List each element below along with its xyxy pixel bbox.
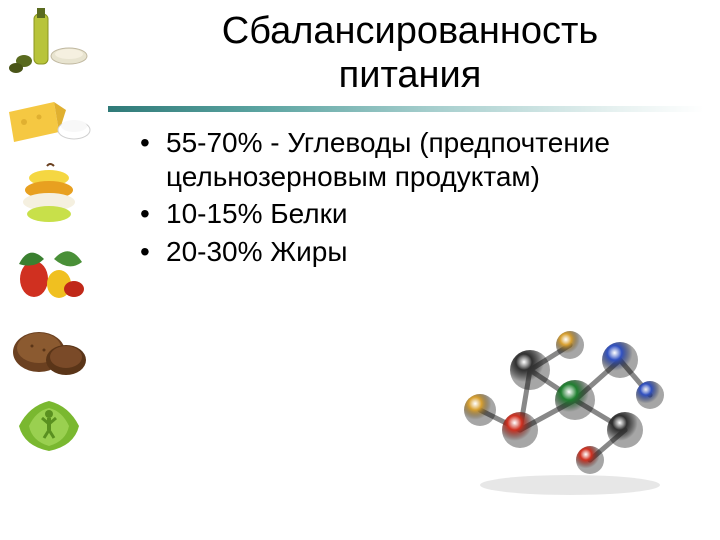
bullet-item: 55-70% - Углеводы (предпочтение цельнозе… <box>140 126 680 193</box>
slide-title-line2: питания <box>130 54 690 98</box>
food-cheese-dairy <box>4 82 94 154</box>
slide-title-line1: Сбалансированность <box>130 10 690 54</box>
bullet-item: 10-15% Белки <box>140 197 680 231</box>
food-fruit-slices <box>4 158 94 230</box>
molecule-diagram <box>420 300 680 500</box>
slide-title-block: Сбалансированность питания <box>130 10 690 97</box>
food-bread <box>4 310 94 382</box>
bullet-content: 55-70% - Углеводы (предпочтение цельнозе… <box>140 126 680 272</box>
food-vegetables <box>4 234 94 306</box>
bullet-item: 20-30% Жиры <box>140 235 680 269</box>
food-oil-olives <box>4 6 94 78</box>
food-figure-leaf <box>4 386 94 458</box>
sidebar-food-images <box>0 0 100 540</box>
title-underline <box>108 106 704 112</box>
